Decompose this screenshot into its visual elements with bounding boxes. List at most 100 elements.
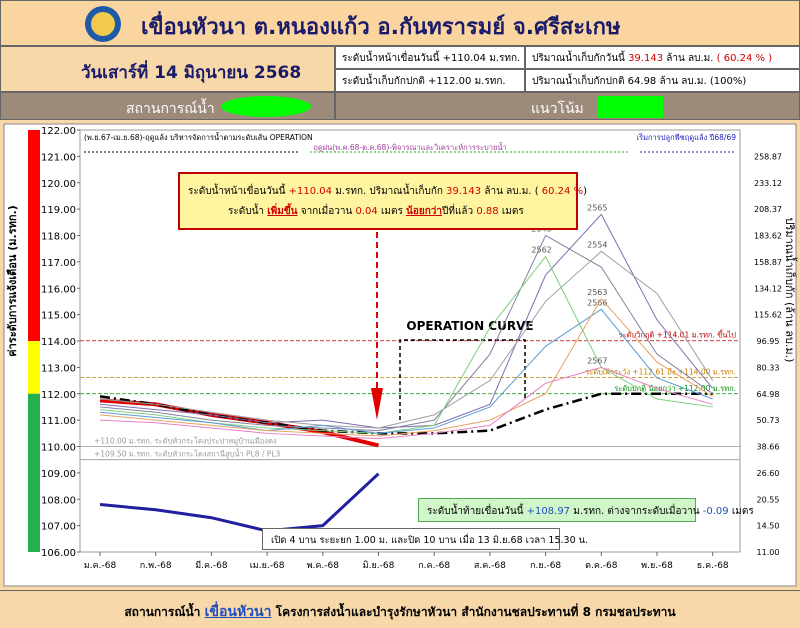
y-tick-label: 112.00	[41, 390, 76, 401]
normal-storage: ปริมาณน้ำเก็บกักปกติ 64.98 ล้าน ลบ.ม. (1…	[525, 69, 800, 92]
y-tick-label: 117.00	[41, 258, 76, 269]
upstream-line-1: ระดับน้ำหน้าเขื่อนวันนี้ +110.04 ม.รทก. …	[188, 182, 587, 202]
series-line	[99, 366, 713, 440]
downstream-box: ระดับน้ำท้ายเขื่อนวันนี้ +108.97 ม.รทก. …	[418, 498, 754, 522]
y2-tick-label: 20.55	[757, 495, 780, 504]
situation-cell: สถานการณ์น้ำ	[0, 92, 335, 120]
text: ระดับน้ำท้ายเขื่อนวันนี้	[427, 506, 524, 517]
value: 0.04	[355, 206, 378, 217]
x-tick-label: พ.ค.-68	[307, 561, 340, 571]
x-tick-label: มิ.ย.-68	[363, 560, 395, 571]
trend-cell: แนวโน้ม	[335, 92, 800, 120]
series-line	[99, 472, 380, 533]
y-tick-label: 116.00	[41, 284, 76, 295]
series-label-leader	[399, 339, 526, 420]
series-line	[99, 250, 714, 429]
alert-band	[28, 393, 40, 552]
y2-tick-label: 80.33	[757, 363, 780, 372]
text: ม.รทก. ต่างจากระดับเมื่อวาน	[573, 506, 700, 517]
y-tick-label: 110.00	[41, 443, 76, 454]
date-cell: วันเสาร์ที่ 14 มิถุนายน 2568	[0, 46, 335, 92]
value: 60.24 %	[541, 186, 584, 197]
value: -0.09	[702, 506, 729, 517]
text: เมตร	[501, 206, 524, 217]
y2-tick-label: 14.50	[757, 522, 780, 531]
value: 39.143	[628, 53, 664, 64]
y2-tick-label: 258.87	[754, 152, 782, 161]
x-tick-label: ธ.ค.-68	[697, 561, 729, 571]
value: 0.88	[476, 206, 499, 217]
footer-label: สถานการณ์น้ำ	[124, 605, 201, 619]
footer-dam: เขื่อนหัวนา	[204, 604, 272, 620]
series-label: 2563	[587, 288, 607, 297]
x-tick-label: ก.ค.-68	[418, 561, 450, 571]
value: 39.143	[446, 186, 482, 197]
value: +108.97	[526, 506, 571, 517]
alert-band	[28, 130, 40, 341]
season-note: เริ่มการปลูกพืชฤดูแล้ง ปี68/69	[636, 132, 736, 142]
season-note: ฤดูฝน(พ.ค.68-ต.ค.68)-พิจารณาและวิเคราะห์…	[313, 142, 506, 152]
text: เมตร	[731, 506, 754, 517]
y-tick-label: 108.00	[41, 495, 76, 506]
series-line	[99, 213, 714, 429]
x-tick-label: ต.ค.-68	[585, 561, 618, 571]
x-tick-label: ก.ย.-68	[530, 561, 561, 571]
normal-level: ระดับน้ำเก็บกักปกติ +112.00 ม.รทก.	[335, 69, 525, 92]
upstream-line-2: ระดับน้ำ เพิ่มขึ้น จากเมื่อวาน 0.04 เมตร…	[188, 202, 568, 222]
x-tick-label: ก.พ.-68	[140, 561, 172, 571]
trend-indicator	[598, 96, 663, 118]
footer: สถานการณ์น้ำ เขื่อนหัวนา โครงการส่งน้ำแล…	[0, 590, 800, 628]
header-band: เขื่อนหัวนา ต.หนองแก้ว อ.กันทรารมย์ จ.ศร…	[0, 0, 800, 46]
logo	[85, 6, 121, 42]
x-tick-label: ม.ค.-68	[84, 561, 117, 571]
y2-axis-label: ปริมาณน้ำเก็บกัก (ล้าน ลบ.ม.)	[783, 218, 798, 363]
footer-org: โครงการส่งน้ำและบำรุงรักษาหัวนา สำนักงาน…	[275, 605, 676, 619]
series-line	[99, 234, 713, 432]
text: ระดับน้ำหน้าเขื่อนวันนี้	[188, 186, 286, 197]
storage-cell: ปริมาณน้ำเก็บกักวันนี้ 39.143 ล้าน ลบ.ม.…	[525, 46, 800, 69]
series-line	[99, 308, 713, 434]
date: วันเสาร์ที่ 14 มิถุนายน 2568	[81, 63, 302, 83]
text: ล้าน ลบ.ม. (	[484, 186, 539, 197]
y-tick-label: 113.00	[41, 363, 76, 374]
today-arrow	[371, 388, 383, 420]
series-label: 2565	[587, 203, 607, 212]
trend-label: แนวโน้ม	[531, 101, 584, 117]
text: จากเมื่อวาน	[300, 206, 353, 217]
y2-tick-label: 38.66	[757, 443, 780, 452]
reference-label: ระดับปกติ น้อยกว่า +112.00 ม.รทก.	[614, 384, 736, 393]
x-tick-label: พ.ย.-68	[641, 561, 673, 571]
x-tick-label: มี.ค.-68	[195, 560, 228, 571]
y-tick-label: 111.00	[41, 416, 76, 427]
alert-band	[28, 341, 40, 394]
compare: น้อยกว่า	[406, 206, 443, 217]
situation-label: สถานการณ์น้ำ	[126, 101, 215, 117]
text: ม.รทก. ปริมาณน้ำเก็บกัก	[335, 186, 443, 197]
y-tick-label: 120.00	[41, 179, 76, 190]
title: เขื่อนหัวนา ต.หนองแก้ว อ.กันทรารมย์ จ.ศร…	[141, 15, 621, 40]
y2-tick-label: 183.62	[754, 232, 782, 241]
y-tick-label: 121.00	[41, 152, 76, 163]
level-cell: ระดับน้ำหน้าเขื่อนวันนี้ +110.04 ม.รทก.	[335, 46, 525, 69]
y-tick-label: 118.00	[41, 232, 76, 243]
text: ปีที่แล้ว	[442, 206, 474, 217]
series-label: 2566	[587, 298, 607, 307]
series-line	[99, 297, 713, 437]
text: )	[583, 186, 587, 197]
unit: ล้าน ลบ.ม.	[666, 53, 714, 64]
series-label: OPERATION CURVE	[406, 319, 533, 333]
series-label: 2562	[531, 246, 551, 255]
x-tick-label: ส.ค.-68	[474, 561, 506, 571]
situation-indicator	[221, 96, 311, 117]
y-tick-label: 115.00	[41, 311, 76, 322]
y2-tick-label: 26.60	[757, 469, 780, 478]
value: +110.04	[288, 186, 333, 197]
y-tick-label: 122.00	[41, 126, 76, 137]
y2-tick-label: 115.62	[754, 311, 782, 320]
unit: ม.รทก.	[489, 53, 521, 64]
upstream-box: ระดับน้ำหน้าเขื่อนวันนี้ +110.04 ม.รทก. …	[178, 172, 587, 230]
trend: เพิ่มขึ้น	[267, 206, 298, 217]
reference-label: ระดับวิกฤติ +114.01 ม.รทก. ขึ้นไป	[618, 330, 736, 340]
y2-tick-label: 233.12	[754, 179, 782, 188]
